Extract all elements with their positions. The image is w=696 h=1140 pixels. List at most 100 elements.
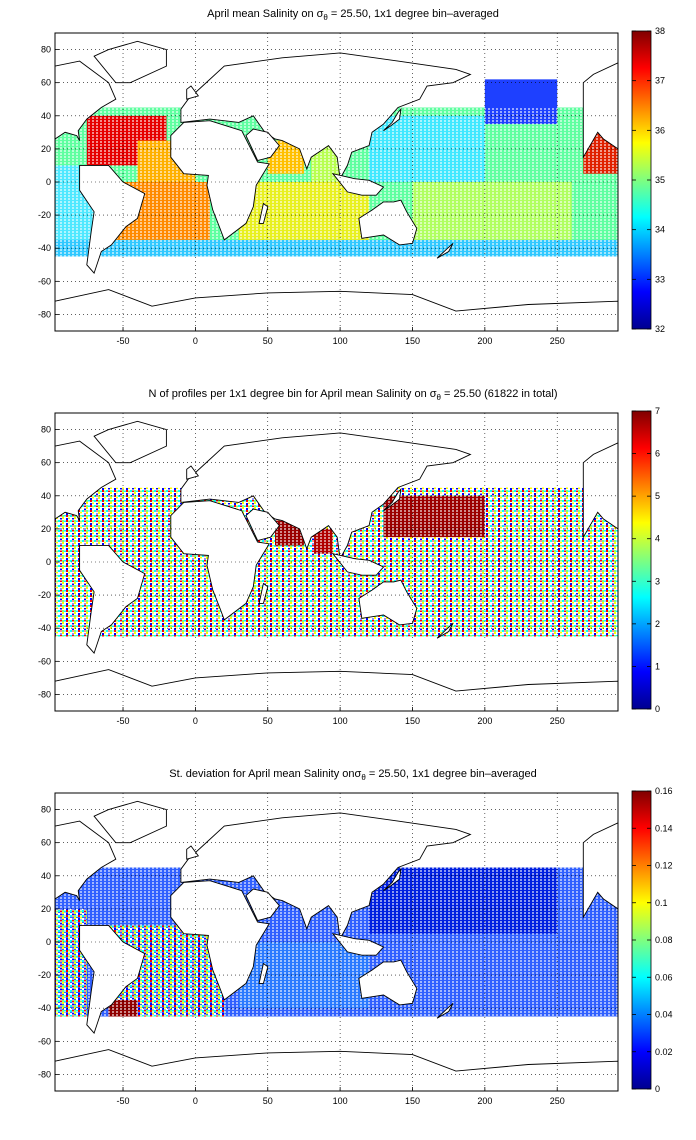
colorbar-tick-label: 33 (655, 274, 665, 284)
colorbar-tick-label: 6 (655, 449, 660, 459)
x-tick-label: 100 (333, 336, 348, 346)
colorbar-tick-label: 0.06 (655, 972, 673, 982)
colorbar-tick-label: 7 (655, 406, 660, 416)
title-text-a: N of profiles per 1x1 degree bin for Apr… (148, 388, 429, 400)
land-indonesia (331, 172, 385, 196)
title-sigma: σ (317, 8, 324, 20)
land-madagascar (258, 582, 269, 604)
colorbar-tick-label: 38 (655, 26, 665, 36)
coastlines (54, 40, 619, 332)
land-eurasia (180, 52, 472, 181)
land-arabia (245, 508, 280, 542)
land-new-zealand (436, 1002, 454, 1019)
y-tick-label: -20 (38, 590, 51, 600)
colorbar-tick-label: 0 (655, 704, 660, 714)
x-tick-label: 250 (550, 716, 565, 726)
x-tick-label: 200 (477, 1096, 492, 1106)
colorbar: 0.16 0.14 0.12 0.1 0.08 0.06 0.04 0.02 0 (631, 786, 673, 1094)
colorbar-tick-label: 0.08 (655, 935, 673, 945)
title-text-b: = 25.50 (61822 in total) (441, 388, 558, 400)
land-madagascar (258, 202, 269, 224)
x-tick-label: 150 (405, 1096, 420, 1106)
colorbar-tick-label: 35 (655, 175, 665, 185)
x-tick-label: -50 (117, 1096, 130, 1106)
land-arabia (245, 888, 280, 922)
y-tick-label: 40 (41, 871, 51, 881)
land-north-america (54, 820, 117, 918)
x-tick-label: 200 (477, 336, 492, 346)
colorbar-tick-label: 0.12 (655, 861, 673, 871)
x-tick-label: 50 (263, 1096, 273, 1106)
chart-title: N of profiles per 1x1 degree bin for Apr… (148, 388, 557, 402)
y-tick-label: 20 (41, 524, 51, 534)
y-tick-label: 0 (46, 177, 51, 187)
title-text-b: = 25.50, 1x1 degree bin–averaged (328, 8, 499, 20)
x-tick-label: 100 (333, 716, 348, 726)
y-tick-label: 40 (41, 111, 51, 121)
x-tick-label: 200 (477, 716, 492, 726)
y-tick-label: 40 (41, 491, 51, 501)
land-uk (186, 845, 200, 860)
land-new-zealand (436, 622, 454, 639)
colorbar-tick-label: 4 (655, 534, 660, 544)
y-tick-label: -40 (38, 1003, 51, 1013)
y-tick-label: 80 (41, 45, 51, 55)
x-tick-label: -50 (117, 716, 130, 726)
y-tick-label: 80 (41, 805, 51, 815)
coastlines (54, 420, 619, 712)
land-uk (186, 85, 200, 100)
x-tick-label: 150 (405, 336, 420, 346)
land-indonesia (331, 552, 385, 576)
colorbar-tick-label: 5 (655, 491, 660, 501)
x-tick-label: -50 (117, 336, 130, 346)
land-greenland (93, 800, 167, 844)
colorbar-tick-label: 36 (655, 125, 665, 135)
colorbar: 7 6 5 4 3 2 1 0 (631, 406, 660, 714)
colorbar: 38 37 36 35 34 33 32 (631, 26, 665, 334)
land-japan (383, 487, 402, 512)
y-tick-label: 80 (41, 425, 51, 435)
colorbar-tick-label: 0.1 (655, 898, 668, 908)
land-north-america (54, 60, 117, 158)
x-tick-label: 250 (550, 336, 565, 346)
y-tick-label: 20 (41, 144, 51, 154)
land-south-america (79, 924, 146, 1034)
y-tick-label: -80 (38, 689, 51, 699)
y-tick-label: -80 (38, 1069, 51, 1079)
land-madagascar (258, 962, 269, 984)
grid (55, 413, 618, 711)
title-theta-subscript: θ (437, 393, 442, 402)
x-tick-label: 0 (193, 1096, 198, 1106)
title-sigma: σ (355, 768, 362, 780)
y-tick-label: -60 (38, 656, 51, 666)
land-indonesia (331, 932, 385, 956)
land-eurasia (180, 812, 472, 941)
title-theta-subscript: θ (361, 773, 366, 782)
colorbar-tick-label: 3 (655, 576, 660, 586)
x-tick-label: 100 (333, 1096, 348, 1106)
chart-title: April mean Salinity on σθ = 25.50, 1x1 d… (207, 8, 499, 22)
title-text-a: April mean Salinity on (207, 8, 316, 20)
panel-2: N of profiles per 1x1 degree bin for Apr… (38, 388, 660, 726)
land-south-america (79, 164, 146, 274)
land-australia (358, 579, 418, 626)
colorbar-tick-label: 37 (655, 76, 665, 86)
land-australia (358, 199, 418, 246)
x-tick-label: 150 (405, 716, 420, 726)
panel-3: St. deviation for April mean Salinity on… (38, 768, 673, 1106)
land-south-america (79, 544, 146, 654)
colorbar-tick-label: 34 (655, 225, 665, 235)
colorbar-tick-label: 32 (655, 324, 665, 334)
colorbar-tick-label: 0.14 (655, 823, 673, 833)
y-tick-label: 60 (41, 838, 51, 848)
land-uk (186, 465, 200, 480)
land-australia (358, 959, 418, 1006)
colorbar-tick-label: 1 (655, 661, 660, 671)
y-tick-label: -80 (38, 309, 51, 319)
x-tick-label: 50 (263, 716, 273, 726)
x-tick-label: 250 (550, 1096, 565, 1106)
land-greenland (93, 420, 167, 464)
y-tick-label: -60 (38, 276, 51, 286)
y-tick-label: 60 (41, 458, 51, 468)
